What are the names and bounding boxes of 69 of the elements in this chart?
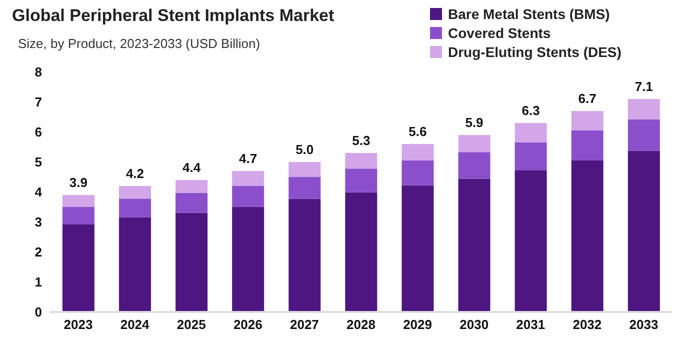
x-tick-label: 2032 (572, 317, 602, 332)
bar (402, 185, 434, 312)
bar (458, 178, 490, 312)
y-tick-label: 7 (34, 94, 42, 110)
legend-label: Bare Metal Stents (BMS) (448, 6, 610, 22)
bar (514, 142, 547, 170)
chart-subtitle: Size, by Product, 2023-2033 (USD Billion) (18, 36, 260, 51)
bar (514, 123, 547, 142)
total-label: 4.2 (126, 166, 144, 181)
bar (62, 195, 94, 207)
bar (288, 198, 321, 312)
bar (62, 206, 94, 224)
x-tick-label: 2030 (460, 317, 489, 332)
bar (232, 171, 264, 186)
x-tick-label: 2028 (346, 317, 376, 332)
x-tick-label: 2033 (629, 317, 658, 332)
y-tick-label: 5 (34, 154, 42, 170)
x-tick-label: 2027 (290, 317, 319, 332)
total-label: 4.7 (239, 151, 258, 166)
bar (176, 192, 208, 213)
bar (628, 119, 660, 151)
bar (458, 135, 490, 152)
total-label: 7.1 (634, 79, 653, 94)
bar (571, 111, 604, 130)
x-tick-label: 2024 (120, 317, 150, 332)
bar (232, 186, 264, 207)
y-tick-label: 4 (34, 184, 43, 200)
chart-title: Global Peripheral Stent Implants Market (12, 6, 334, 26)
x-tick-label: 2031 (516, 317, 546, 332)
bar (628, 150, 660, 312)
bar (402, 160, 434, 186)
bar (118, 198, 151, 218)
total-label: 6.7 (578, 91, 596, 106)
total-label: 5.3 (352, 133, 370, 148)
total-label: 5.9 (465, 115, 484, 130)
bar (288, 162, 321, 177)
bar (288, 176, 321, 199)
total-label: 5.6 (408, 124, 427, 139)
bar (62, 224, 94, 312)
bar (458, 152, 490, 179)
x-tick-label: 2026 (233, 317, 262, 332)
bar (571, 160, 604, 312)
bar (345, 192, 378, 312)
bar (402, 144, 434, 160)
bar (571, 130, 604, 160)
bar (176, 212, 208, 312)
x-tick-label: 2023 (64, 317, 93, 332)
y-tick-label: 8 (34, 64, 42, 80)
legend-label: Drug-Eluting Stents (DES) (448, 44, 622, 60)
x-tick-label: 2029 (403, 317, 432, 332)
total-label: 3.9 (69, 175, 88, 190)
y-tick-label: 6 (34, 124, 42, 140)
bar (514, 170, 547, 312)
total-label: 5.0 (296, 142, 314, 157)
x-tick-label: 2025 (176, 317, 206, 332)
total-label: 4.4 (182, 160, 202, 175)
bar (118, 217, 151, 312)
y-tick-label: 2 (34, 244, 42, 260)
bar (628, 99, 660, 120)
bar (345, 168, 378, 192)
bar (176, 180, 208, 193)
legend-label: Covered Stents (448, 25, 551, 41)
y-tick-label: 0 (34, 304, 42, 320)
bar (232, 206, 264, 312)
y-tick-label: 1 (34, 274, 42, 290)
total-label: 6.3 (522, 103, 540, 118)
bar (345, 153, 378, 169)
bar (118, 186, 151, 199)
y-tick-label: 3 (34, 214, 42, 230)
